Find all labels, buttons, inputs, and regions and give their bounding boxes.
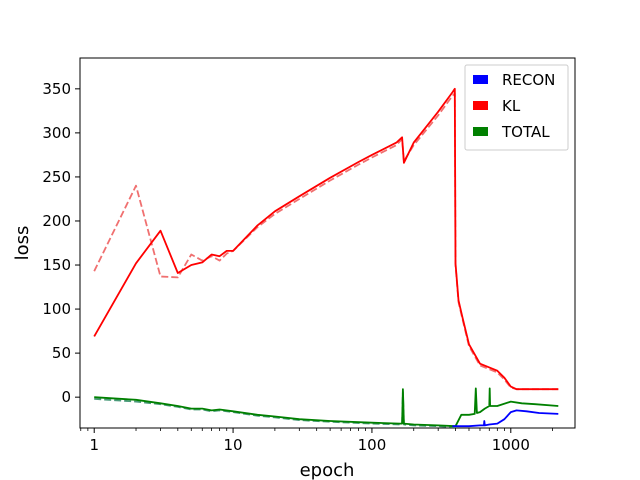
legend-label-kl: KL bbox=[502, 97, 521, 115]
y-tick-label: 50 bbox=[52, 344, 71, 362]
ticks-layer: 1 10 100 1000 0 50 100 150 200 250 300 350 bbox=[42, 80, 553, 454]
legend-swatch-kl bbox=[473, 101, 488, 110]
y-tick-label: 200 bbox=[42, 212, 71, 230]
y-tick-label: 100 bbox=[42, 300, 71, 318]
legend-label-total: TOTAL bbox=[501, 123, 550, 141]
x-tick-label: 1 bbox=[89, 436, 99, 454]
legend-label-recon: RECON bbox=[502, 71, 555, 89]
y-tick-label: 250 bbox=[42, 168, 71, 186]
series-line-recon bbox=[452, 409, 559, 428]
x-tick-label: 1000 bbox=[492, 436, 530, 454]
x-tick-label: 100 bbox=[358, 436, 387, 454]
x-tick-label: 10 bbox=[224, 436, 243, 454]
series-line-kl bbox=[93, 87, 559, 391]
y-tick-label: 150 bbox=[42, 256, 71, 274]
y-tick-label: 300 bbox=[42, 124, 71, 142]
legend: RECON KL TOTAL bbox=[464, 64, 569, 151]
series-layer bbox=[93, 87, 559, 428]
legend-swatch-total bbox=[473, 127, 488, 136]
y-tick-label: 0 bbox=[61, 388, 71, 406]
series-line-total bbox=[94, 387, 559, 428]
legend-swatch-recon bbox=[473, 75, 488, 84]
y-axis-label: loss bbox=[12, 226, 33, 261]
x-axis-label: epoch bbox=[300, 460, 355, 480]
legend-box bbox=[464, 64, 569, 151]
y-tick-label: 350 bbox=[42, 80, 71, 98]
axes-frame bbox=[79, 57, 576, 429]
